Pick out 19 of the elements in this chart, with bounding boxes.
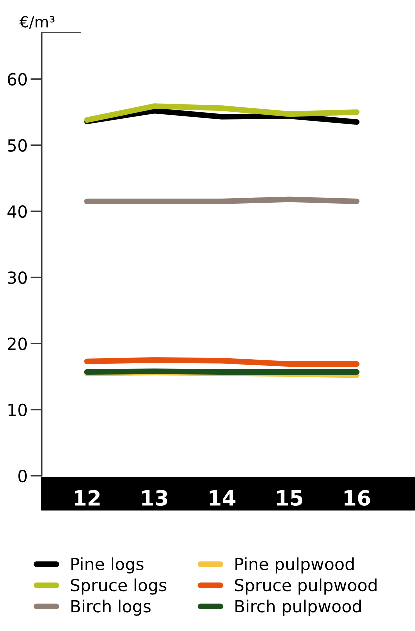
- y-tick-label: 10: [8, 404, 28, 416]
- legend-label: Birch logs: [72, 600, 151, 616]
- x-tick-label: 13: [142, 490, 168, 506]
- y-axis-title: €/m³: [20, 16, 55, 30]
- y-tick-label: 20: [8, 338, 28, 350]
- legend-label: Spruce logs: [71, 578, 167, 595]
- y-tick-label: 40: [8, 205, 28, 218]
- y-tick-label: 50: [8, 139, 28, 152]
- x-tick-label: 12: [75, 490, 100, 506]
- y-tick-label: 30: [8, 272, 28, 284]
- x-tick-label: 14: [210, 490, 236, 506]
- legend-label: Spruce pulpwood: [235, 578, 377, 595]
- y-tick-label: 60: [8, 73, 28, 86]
- y-tick-label: 0: [18, 470, 28, 483]
- legend-label: Birch pulpwood: [236, 600, 362, 616]
- legend-label: Pine pulpwood: [236, 558, 354, 574]
- x-tick-label: 15: [277, 490, 303, 506]
- x-tick-label: 16: [344, 490, 370, 506]
- legend-label: Pine logs: [72, 558, 144, 574]
